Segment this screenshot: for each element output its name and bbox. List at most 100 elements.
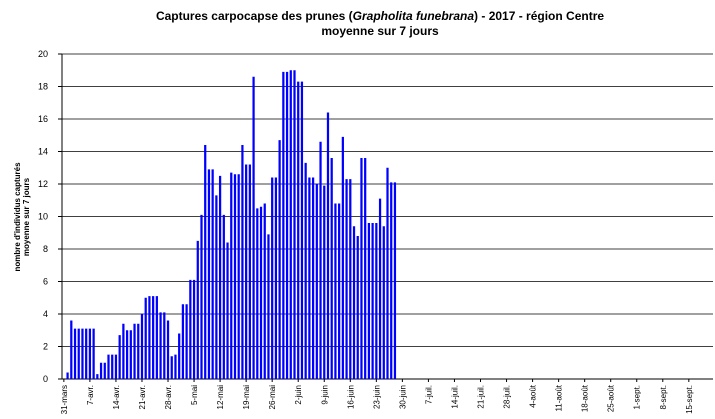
x-tick-label: 5-mai [190,385,199,405]
x-tick-label: 4-août [529,384,538,407]
x-tick-label: 8-sept. [659,385,668,409]
x-tick-label: 9-juin [320,385,329,405]
bar [181,304,185,379]
bar [200,214,203,379]
x-tick-label: 11-août [555,384,564,411]
bar [163,312,166,379]
chart-title: Captures carpocapse des prunes (Grapholi… [156,9,604,23]
bar [300,81,304,379]
y-tick-label: 8 [43,244,48,254]
bar [99,362,103,379]
bar [352,226,356,379]
bar [81,328,84,379]
bar [114,354,118,379]
bar [111,354,114,379]
bar [382,226,385,379]
bar [241,145,244,379]
bar [285,71,289,379]
bar [122,323,125,379]
x-tick-label: 28-avr. [164,385,173,409]
bar [211,169,214,379]
x-tick-label: 25-août [607,384,616,412]
bar [252,76,255,379]
bar [330,158,333,379]
bar [96,374,99,379]
bar [274,177,278,379]
bar [378,198,382,379]
bar [375,223,378,379]
bar [226,242,229,379]
bar [326,112,330,379]
bar [282,71,285,379]
bar [304,162,307,379]
bar [356,236,359,379]
bar [189,279,192,379]
y-tick-label: 20 [38,49,48,59]
x-tick-label: 15-sept. [685,385,694,414]
bar [170,356,173,379]
bar [289,70,292,379]
y-tick-label: 0 [43,374,48,384]
bar [293,70,296,379]
x-tick-label: 28-juil. [503,385,512,409]
bar [125,330,129,379]
bar [263,203,266,379]
bar [204,145,207,379]
bar [271,177,274,379]
bar [371,223,374,379]
x-tick-label: 18-août [581,384,590,412]
bar [233,174,237,379]
bar [222,214,225,379]
y-tick-label: 16 [38,114,48,124]
x-tick-label: 19-mai [242,385,251,410]
bar [118,335,121,379]
bar [297,81,300,379]
bar [230,172,233,379]
x-tick-label: 7-juil. [424,385,433,404]
bar [267,234,270,379]
bar [367,223,371,379]
bar [70,320,73,379]
bar [155,296,158,379]
bar [133,323,136,379]
bar [319,141,322,379]
bar [73,328,77,379]
y-axis-label: nombre d'individus capturés [13,162,22,272]
x-tick-label: 2-juin [294,385,303,405]
bar [129,330,132,379]
bar [152,296,155,379]
x-tick-label: 26-mai [268,385,277,410]
bar [159,312,162,379]
bar [334,203,337,379]
bar [248,164,251,379]
x-tick-label: 21-juil. [477,385,486,409]
bar [192,279,196,379]
bar [311,177,315,379]
bar [185,304,188,379]
x-tick-label: 14-avr. [112,385,121,409]
bar [360,158,363,379]
bar [166,320,170,379]
x-tick-label: 12-mai [216,385,225,410]
bar [349,179,352,379]
title-part: Grapholita funebrana [353,9,475,23]
bar [148,296,151,379]
y-tick-label: 2 [43,342,48,352]
bar [364,158,367,379]
bar [85,328,88,379]
x-tick-label: 31-mars [60,385,69,414]
title-part: Captures carpocapse des prunes ( [156,9,353,23]
bar [196,240,199,379]
bar [323,185,326,379]
y-tick-label: 10 [38,212,48,222]
bar [345,179,348,379]
x-tick-label: 23-juin [372,385,381,409]
y-axis-label: moyenne sur 7 jours [22,177,31,256]
bar [174,354,177,379]
y-tick-label: 18 [38,82,48,92]
bar [144,297,147,379]
x-tick-label: 21-avr. [138,385,147,409]
bar [103,362,106,379]
